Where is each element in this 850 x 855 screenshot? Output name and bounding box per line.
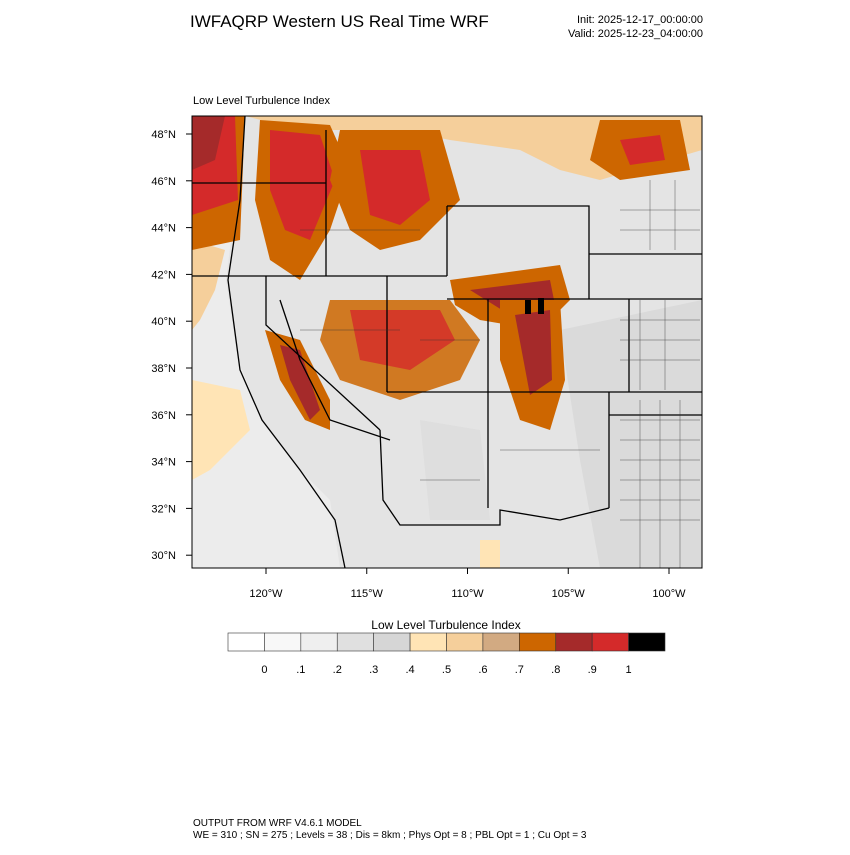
colorbar-box [555, 632, 593, 652]
colorbar-box [264, 632, 302, 652]
colorbar-box [519, 632, 557, 652]
colorbar-title: Low Level Turbulence Index [371, 618, 520, 632]
colorbar-box [409, 632, 447, 652]
colorbar-box [446, 632, 484, 652]
colorbar-label: .1 [296, 664, 305, 676]
colorbar-box [373, 632, 411, 652]
colorbar: 0 .1 .2 .3 .4 .5 .6 .7 .8 .9 1 [227, 632, 666, 676]
colorbar-label: 1 [626, 664, 632, 676]
colorbar-label: .2 [333, 664, 342, 676]
lon-label: 120°W [249, 588, 283, 600]
footer-line: WE = 310 ; SN = 275 ; Levels = 38 ; Dis … [193, 830, 587, 841]
footer-line: OUTPUT FROM WRF V4.6.1 MODEL [193, 818, 362, 829]
colorbar-label: .9 [588, 664, 597, 676]
colorbar-label: .4 [405, 664, 414, 676]
valid-time: Valid: 2025-12-23_04:00:00 [568, 28, 703, 40]
lat-labels: 48°N 46°N 44°N 42°N 40°N 38°N 36°N 34°N 32°N 30°N [151, 129, 192, 562]
lat-label: 42°N [151, 269, 176, 281]
lat-label: 40°N [151, 316, 176, 328]
lat-label: 44°N [151, 223, 176, 235]
lat-label: 32°N [151, 503, 176, 515]
colorbar-label: .5 [442, 664, 451, 676]
colorbar-label: .3 [369, 664, 378, 676]
init-time: Init: 2025-12-17_00:00:00 [577, 14, 703, 26]
lon-labels: 120°W 115°W 110°W 105°W 100°W [249, 568, 686, 600]
colorbar-box [336, 632, 374, 652]
lat-label: 36°N [151, 410, 176, 422]
lat-label: 34°N [151, 457, 176, 469]
lat-label: 48°N [151, 129, 176, 141]
lon-label: 110°W [451, 588, 484, 600]
colorbar-box [300, 632, 338, 652]
lon-label: 115°W [351, 588, 384, 600]
colorbar-label: .6 [478, 664, 487, 676]
lat-label: 46°N [151, 176, 176, 188]
lat-label: 30°N [151, 550, 176, 562]
map: 48°N 46°N 44°N 42°N 40°N 38°N 36°N 34°N 32°N 30°N… [151, 115, 703, 600]
colorbar-box [227, 632, 265, 652]
colorbar-box [628, 632, 666, 652]
colorbar-box [591, 632, 629, 652]
colorbar-label: 0 [261, 664, 267, 676]
field-label: Low Level Turbulence Index [193, 95, 330, 107]
colorbar-box [482, 632, 520, 652]
lat-label: 38°N [151, 363, 176, 375]
title: IWFAQRP Western US Real Time WRF [190, 12, 489, 31]
colorbar-label: .7 [515, 664, 524, 676]
lon-label: 105°W [552, 588, 586, 600]
colorbar-label: .8 [551, 664, 560, 676]
lon-label: 100°W [652, 588, 686, 600]
